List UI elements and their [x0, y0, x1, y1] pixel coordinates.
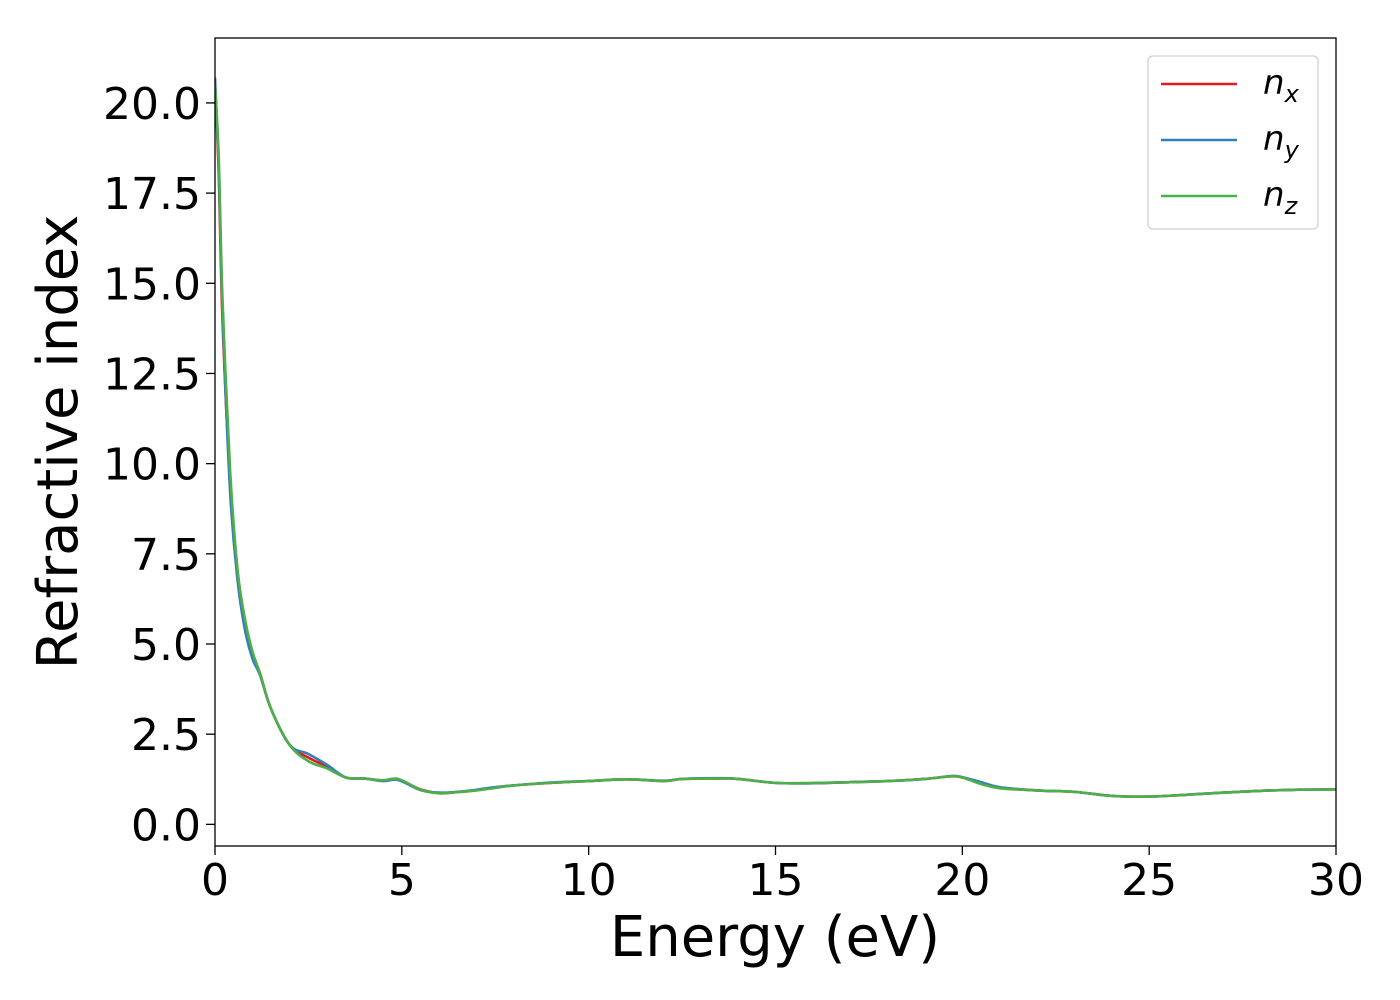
y-tick-label: 15.0 — [103, 259, 201, 310]
y-tick-label: 20.0 — [103, 79, 201, 130]
legend-label-ny: ny — [1263, 119, 1300, 164]
legend-label-main: n — [1263, 63, 1285, 103]
y-tick-label: 7.5 — [131, 530, 201, 581]
y-tick-label: 12.5 — [103, 349, 201, 400]
x-tick-label: 25 — [1121, 855, 1177, 906]
x-tick-label: 30 — [1308, 855, 1364, 906]
x-axis: 0 5 10 15 20 25 30 — [201, 846, 1364, 906]
legend-label-main: n — [1263, 119, 1285, 159]
y-axis-label: Refractive index — [26, 215, 91, 670]
x-tick-label: 0 — [201, 855, 229, 906]
plot-area — [215, 77, 1336, 798]
legend-box — [1147, 55, 1319, 230]
legend-label-nz: nz — [1263, 175, 1299, 220]
y-tick-label: 2.5 — [131, 710, 201, 761]
y-tick-label: 0.0 — [131, 800, 201, 851]
x-tick-label: 20 — [934, 855, 990, 906]
x-axis-label: Energy (eV) — [610, 905, 940, 970]
x-tick-label: 15 — [748, 855, 804, 906]
y-tick-label: 17.5 — [103, 169, 201, 220]
legend-label-subscript: y — [1284, 136, 1300, 164]
series-line-nz — [215, 84, 1336, 798]
y-tick-label: 10.0 — [103, 440, 201, 491]
y-tick-label: 5.0 — [131, 620, 201, 671]
y-axis: 0.0 2.5 5.0 7.5 10.0 12.5 15.0 17.5 20.0 — [103, 79, 215, 851]
legend-label-subscript: z — [1284, 192, 1299, 220]
legend-label-nx: nx — [1263, 63, 1300, 108]
x-tick-label: 10 — [561, 855, 617, 906]
legend-label-subscript: x — [1284, 80, 1300, 108]
legend-label-main: n — [1263, 175, 1285, 215]
x-tick-label: 5 — [388, 855, 416, 906]
